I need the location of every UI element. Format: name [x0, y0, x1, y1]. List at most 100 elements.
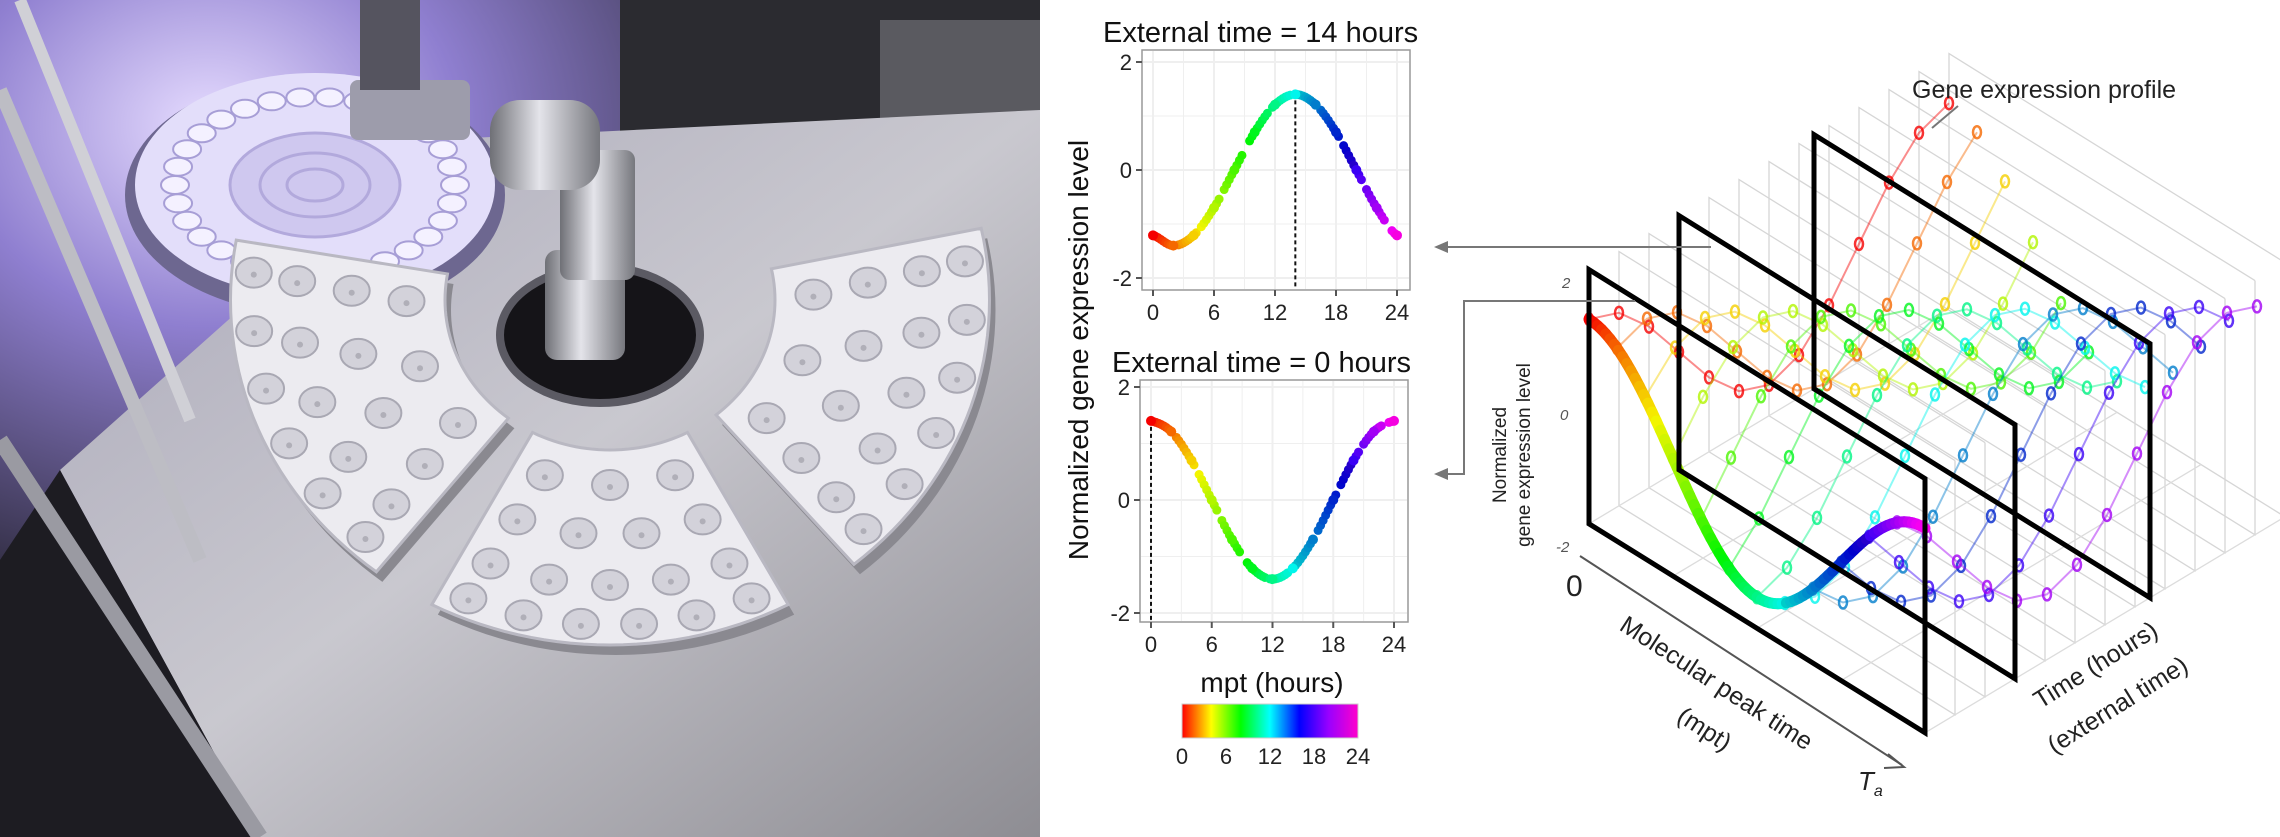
- external-time-panel-15: [1811, 130, 2153, 603]
- carousel-slot: [427, 210, 458, 231]
- carousel-slot: [186, 123, 217, 144]
- series-point: [1927, 509, 1939, 524]
- well-tray-middle: [429, 430, 795, 655]
- series-point: [1845, 303, 1857, 318]
- series-point: [1931, 308, 1943, 323]
- y-tick-label: -2: [1112, 266, 1132, 291]
- well-center: [421, 462, 428, 469]
- series-point: [1871, 387, 1883, 403]
- carousel-slot: [206, 109, 237, 130]
- series-point: [1993, 367, 2005, 382]
- ta-symbol: T: [1858, 766, 1876, 796]
- series-point: [2049, 315, 2061, 330]
- well-center: [763, 417, 770, 424]
- data-point: [1371, 202, 1382, 213]
- mpt-axis-sublabel: (mpt): [1672, 702, 1736, 757]
- series-point: [1727, 339, 1739, 355]
- well-center: [362, 536, 369, 543]
- series-point: [2161, 384, 2173, 400]
- series-point: [1759, 318, 1771, 333]
- series-point: [1853, 236, 1865, 252]
- colorbar-tick-label: 0: [1176, 744, 1188, 769]
- well-center: [454, 421, 461, 428]
- well-center: [380, 412, 387, 419]
- series-point: [1787, 303, 1799, 319]
- series-point: [2043, 508, 2055, 523]
- well-tray-left: [228, 238, 515, 582]
- well-center: [487, 562, 494, 569]
- series-point: [1971, 124, 1983, 140]
- series-line: [1840, 306, 2202, 603]
- x-axis-label: mpt (hours): [1200, 667, 1343, 698]
- series-point: [1785, 339, 1797, 354]
- well-center: [810, 293, 817, 300]
- well-center: [699, 518, 706, 525]
- series-point: [2165, 314, 2177, 329]
- carousel-slot: [440, 175, 470, 195]
- series-line: [1644, 180, 2006, 398]
- series-point: [2163, 306, 2175, 321]
- data-point: [1287, 563, 1298, 574]
- well-center: [860, 344, 867, 351]
- series-point: [1899, 448, 1911, 464]
- series-point: [1983, 587, 1995, 603]
- external-time-panel-6: [1676, 211, 2018, 684]
- expression-point: [1235, 547, 1245, 557]
- well-center: [607, 584, 613, 590]
- series-point: [2221, 305, 2233, 321]
- colorbar-tick-label: 18: [1302, 744, 1326, 769]
- series-point: [2027, 235, 2039, 250]
- series-point: [2055, 295, 2067, 311]
- series-point: [1959, 337, 1971, 352]
- colorbar-tick-label: 24: [1346, 744, 1370, 769]
- x-tick-label: 6: [1206, 632, 1218, 657]
- series-point: [1951, 554, 1963, 569]
- series-point: [1837, 595, 1849, 610]
- series-point: [1699, 310, 1711, 326]
- well-center: [726, 562, 733, 569]
- series-point: [2071, 557, 2083, 573]
- series-point: [1933, 316, 1945, 331]
- well-center: [417, 365, 424, 372]
- data-point: [1348, 455, 1359, 466]
- series-point: [1907, 382, 1919, 397]
- x-tick-label: 18: [1324, 300, 1348, 325]
- arrow-head-icon: [1883, 753, 1907, 769]
- well-center: [667, 578, 674, 585]
- series-point: [1697, 389, 1709, 405]
- series-point: [1821, 376, 1833, 392]
- lab-robot-photo: [0, 0, 1040, 837]
- series-point: [1929, 387, 1941, 402]
- series-point: [1995, 375, 2007, 390]
- expression-point: [1237, 150, 1247, 160]
- expression-point: [1262, 108, 1272, 118]
- data-point: [1310, 99, 1321, 110]
- well-center: [319, 492, 326, 499]
- gene-series-mpt-8: [1695, 295, 2067, 527]
- y-tick: -2: [1556, 539, 1570, 556]
- x-tick-label: 24: [1385, 300, 1409, 325]
- series-point: [2075, 336, 2087, 351]
- series-point: [2251, 299, 2263, 314]
- series-point: [2017, 336, 2029, 352]
- data-point: [1392, 230, 1402, 241]
- y-tick: 0: [1560, 407, 1569, 424]
- series-point: [1755, 389, 1767, 404]
- expression-point: [1212, 505, 1222, 515]
- x-tick-label: 6: [1208, 300, 1220, 325]
- well-center: [314, 401, 321, 408]
- x-tick-label: 24: [1382, 632, 1406, 657]
- expression-point: [1356, 175, 1366, 185]
- carousel-slot: [285, 87, 316, 108]
- robot-arm: [350, 0, 635, 360]
- y-tick-label: 2: [1118, 375, 1130, 400]
- series-point: [1991, 315, 2003, 331]
- series-point: [1939, 296, 1951, 312]
- series-point: [1843, 338, 1855, 354]
- series-point: [1849, 382, 1861, 398]
- data-point: [1188, 230, 1199, 241]
- series-point: [2167, 365, 2179, 380]
- series-point: [1725, 450, 1737, 465]
- series-point: [1869, 510, 1881, 525]
- series-point: [1957, 448, 1969, 463]
